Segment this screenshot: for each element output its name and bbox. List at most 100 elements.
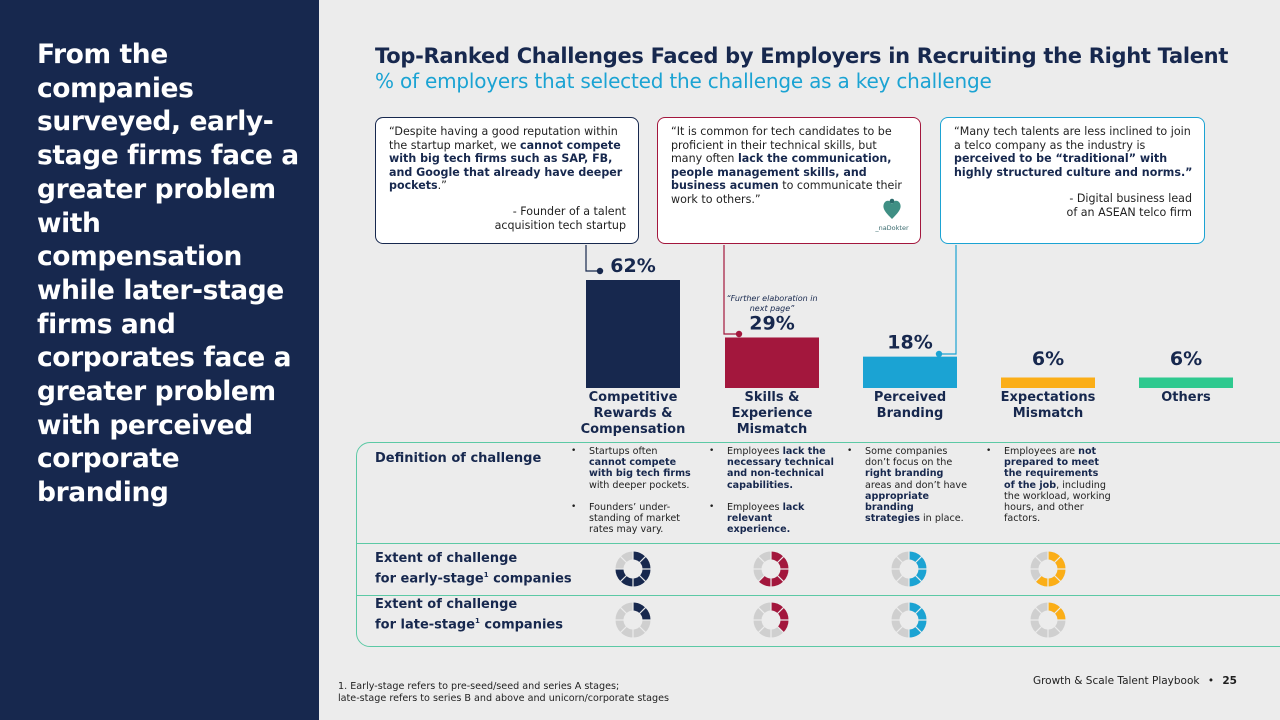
early-stage-extent-donut-segment-gap xyxy=(895,574,904,583)
footnote-line2: late-stage refers to series B and above … xyxy=(338,692,669,704)
company-logo: _naDokter xyxy=(870,197,914,236)
late-stage-extent-donut-segment-gap xyxy=(895,625,904,634)
late-stage-extent-donut-segment-gap xyxy=(1034,625,1043,634)
late-stage-extent-donut-segment-gap xyxy=(914,606,923,615)
definition-list: Employees lack the necessary technical a… xyxy=(709,446,834,535)
early-stage-extent-donut-segment-gap xyxy=(1053,574,1062,583)
early-stage-extent-donut-segment-gap xyxy=(776,574,785,583)
category-label: Experience xyxy=(732,406,813,421)
connector-line xyxy=(723,245,739,335)
definition-branding: Some companies don’t focus on the right … xyxy=(847,446,972,535)
bar-3 xyxy=(863,356,957,388)
definition-item: Employees lack the necessary technical a… xyxy=(709,446,834,491)
late-stage-extent-donut-segment-gap xyxy=(1053,625,1062,634)
early-stage-extent-donut-segment-gap xyxy=(619,574,628,583)
definition-item: Some companies don’t focus on the right … xyxy=(847,446,972,524)
late-stage-extent-donut-segment-gap xyxy=(776,625,785,634)
quote-text: “Despite having a good reputation within… xyxy=(389,125,623,193)
quote-box-compensation: “Despite having a good reputation within… xyxy=(375,117,639,244)
footer-label: Growth & Scale Talent Playbook xyxy=(1032,675,1200,687)
logo-text: _naDokter xyxy=(875,224,909,233)
late-stage-extent-donut-segment-gap xyxy=(1053,606,1062,615)
late-stage-extent-donut-segment-gap xyxy=(1034,606,1043,615)
early-stage-extent-donut-segment-gap xyxy=(757,574,766,583)
early-stage-extent-donut-segment-gap xyxy=(1053,555,1062,564)
definition-compensation: Startups often cannot compete with big t… xyxy=(571,446,696,546)
footer-separator: • xyxy=(1207,675,1215,687)
category-label: Mismatch xyxy=(737,422,808,437)
bar-value-label: 6% xyxy=(1170,348,1202,370)
footnote-line1: 1. Early-stage refers to pre-seed/seed a… xyxy=(338,681,620,692)
elaboration-note: “Further elaboration in next page” xyxy=(726,294,818,313)
early-stage-extent-donut-segment-gap xyxy=(757,555,766,564)
bar-value-label: 29% xyxy=(749,312,794,334)
quote-source: - Founder of a talent acquisition tech s… xyxy=(495,205,626,232)
quote-text: “Many tech talents are less inclined to … xyxy=(954,125,1193,179)
quote-source-line1: - Founder of a talent xyxy=(512,205,626,218)
early-stage-extent-donut-segment-gap xyxy=(638,574,647,583)
footnote: 1. Early-stage refers to pre-seed/seed a… xyxy=(338,681,669,704)
definition-expectations: Employees are not prepared to meet the r… xyxy=(986,446,1111,535)
footnote-mark: 1 xyxy=(475,617,480,625)
category-label: Skills & xyxy=(745,390,800,405)
early-stage-extent-donut-segment-gap xyxy=(638,555,647,564)
bar-value-label: 6% xyxy=(1032,348,1064,370)
category-label: Perceived xyxy=(874,390,946,405)
early-stage-extent-donut-segment-gap xyxy=(914,574,923,583)
row-label-line: Extent of challenge xyxy=(375,597,518,612)
definition-list: Startups often cannot compete with big t… xyxy=(571,446,696,535)
quote-text: “It is common for tech candidates to be … xyxy=(671,125,902,206)
row-divider xyxy=(357,595,1280,597)
early-stage-extent-donut-segment-gap xyxy=(914,555,923,564)
bar-value-label: 18% xyxy=(887,332,932,354)
late-stage-extent-donut-segment-gap xyxy=(776,606,785,615)
early-stage-extent-donut-segment-gap xyxy=(1034,555,1043,564)
page-subtitle: % of employers that selected the challen… xyxy=(375,69,992,93)
sidebar-panel: From the companies surveyed, early-stage… xyxy=(0,0,319,720)
category-label: Others xyxy=(1161,390,1211,405)
category-label: Rewards & xyxy=(594,406,673,421)
category-label: Expectations xyxy=(1001,390,1096,405)
definition-item: Employees are not prepared to meet the r… xyxy=(986,446,1111,524)
bar-2 xyxy=(725,337,819,388)
definition-item: Employees lack relevant experience. xyxy=(709,502,834,536)
page-footer: Growth & Scale Talent Playbook • 25 xyxy=(1033,675,1237,687)
challenge-table xyxy=(356,442,1280,647)
early-stage-extent-donut-segment-gap xyxy=(776,555,785,564)
quote-source: - Digital business lead of an ASEAN telc… xyxy=(1067,192,1192,219)
bar-4 xyxy=(1001,377,1095,388)
row-label-line: for late-stage1 companies xyxy=(375,617,563,633)
late-stage-extent-donut-segment-gap xyxy=(638,625,647,634)
category-label: Compensation xyxy=(581,422,686,437)
early-stage-extent-donut-segment-gap xyxy=(619,555,628,564)
bar-5 xyxy=(1139,377,1233,388)
footnote-mark: 1 xyxy=(483,571,489,579)
definition-list: Employees are not prepared to meet the r… xyxy=(986,446,1111,524)
definition-item: Startups often cannot compete with big t… xyxy=(571,446,696,491)
sidebar-heading: From the companies surveyed, early-stage… xyxy=(37,39,299,509)
late-stage-extent-donut-segment-gap xyxy=(757,625,766,634)
late-stage-extent-donut-segment-gap xyxy=(757,606,766,615)
quote-box-skills: “It is common for tech candidates to be … xyxy=(657,117,921,244)
late-stage-extent-donut-segment-gap xyxy=(619,625,628,634)
early-stage-extent-donut-segment-gap xyxy=(1034,574,1043,583)
bar-value-label: 62% xyxy=(610,255,655,277)
category-label: Branding xyxy=(877,406,944,421)
connector-dot xyxy=(735,330,743,338)
definition-list: Some companies don’t focus on the right … xyxy=(847,446,972,524)
early-stage-extent-donut-segment-gap xyxy=(895,555,904,564)
connector-line xyxy=(585,245,600,272)
late-stage-row-label: Extent of challenge for late-stage1 comp… xyxy=(375,597,563,633)
row-label-line: Extent of challenge xyxy=(375,551,518,566)
late-stage-extent-donut-segment-gap xyxy=(638,606,647,615)
connector-dot xyxy=(596,267,604,275)
page-title: Top-Ranked Challenges Faced by Employers… xyxy=(375,44,1229,68)
heart-logo-icon xyxy=(883,199,901,220)
row-divider xyxy=(357,543,1280,545)
definition-item: Founders’ under-standing of market rates… xyxy=(571,502,696,536)
late-stage-extent-donut-segment-gap xyxy=(895,606,904,615)
connector-dot xyxy=(935,350,943,358)
late-stage-extent-donut-segment-gap xyxy=(619,606,628,615)
row-label-line: for early-stage1 companies xyxy=(375,571,572,587)
